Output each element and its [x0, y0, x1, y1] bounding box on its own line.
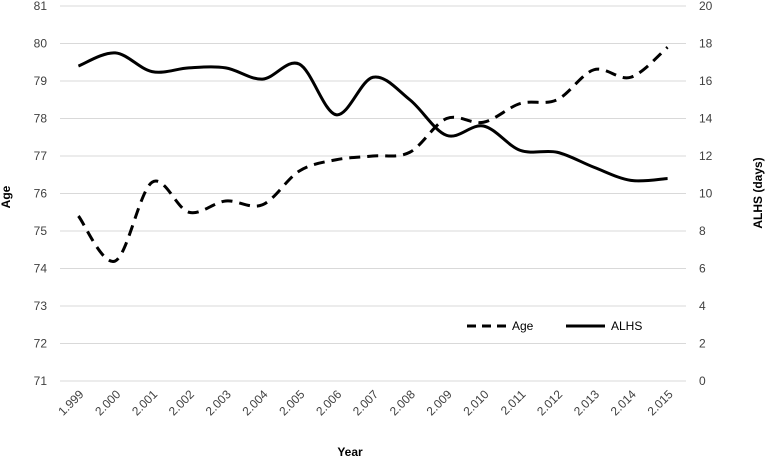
right-tick-label: 10: [699, 187, 713, 201]
legend: Age ALHS: [467, 319, 642, 333]
legend-label-alhs: ALHS: [611, 319, 642, 333]
x-tick-label: 2.008: [387, 387, 418, 418]
right-tick-label: 2: [699, 337, 706, 351]
right-tick-label: 12: [699, 149, 713, 163]
series-line-age: [77, 46, 669, 263]
gridlines: [60, 5, 686, 344]
right-axis: 0 2 4 6 8 10 12 14 16 18 20: [699, 0, 713, 388]
left-tick-label: 73: [34, 299, 48, 313]
x-tick-label: 2.004: [240, 387, 271, 418]
right-tick-label: 14: [699, 112, 713, 126]
left-tick-label: 76: [34, 187, 48, 201]
x-tick-label: 2.007: [350, 387, 381, 418]
left-tick-label: 80: [34, 37, 48, 51]
right-tick-label: 0: [699, 374, 706, 388]
x-tick-label: 2.003: [203, 387, 234, 418]
series-lines: [77, 46, 669, 263]
x-axis: 1.999 2.000 2.001 2.002 2.003 2.004 2.005 2.006…: [55, 387, 676, 418]
x-tick-label: 2.010: [460, 387, 491, 418]
left-tick-label: 81: [34, 0, 48, 13]
x-tick-label: 2.000: [92, 387, 123, 418]
right-tick-label: 6: [699, 262, 706, 276]
legend-label-age: Age: [512, 319, 534, 333]
x-tick-label: 2.009: [424, 387, 455, 418]
left-tick-label: 79: [34, 74, 48, 88]
left-axis: 71 72 73 74 75 76 77 78 79 80 81: [34, 0, 48, 388]
x-tick-label: 2.014: [608, 387, 639, 418]
x-tick-label: 2.011: [498, 387, 529, 418]
x-tick-label: 2.002: [166, 387, 197, 418]
right-tick-label: 20: [699, 0, 713, 13]
left-axis-title: Age: [0, 185, 13, 208]
right-tick-label: 8: [699, 224, 706, 238]
x-tick-label: 2.013: [571, 387, 602, 418]
left-tick-label: 75: [34, 224, 48, 238]
left-tick-label: 71: [34, 374, 48, 388]
x-tick-label: 2.015: [645, 387, 676, 418]
x-tick-label: 2.001: [129, 387, 160, 418]
right-tick-label: 16: [699, 74, 713, 88]
left-tick-label: 74: [34, 262, 48, 276]
left-tick-label: 78: [34, 112, 48, 126]
x-tick-label: 1.999: [55, 387, 86, 418]
x-tick-label: 2.012: [534, 387, 565, 418]
right-tick-label: 18: [699, 37, 713, 51]
x-tick-label: 2.006: [313, 387, 344, 418]
left-tick-label: 77: [34, 149, 48, 163]
right-axis-title: ALHS (days): [751, 157, 765, 228]
right-tick-label: 4: [699, 299, 706, 313]
left-tick-label: 72: [34, 337, 48, 351]
x-axis-title: Year: [337, 445, 363, 458]
series-line-alhs: [77, 51, 668, 183]
x-tick-label: 2.005: [276, 387, 307, 418]
